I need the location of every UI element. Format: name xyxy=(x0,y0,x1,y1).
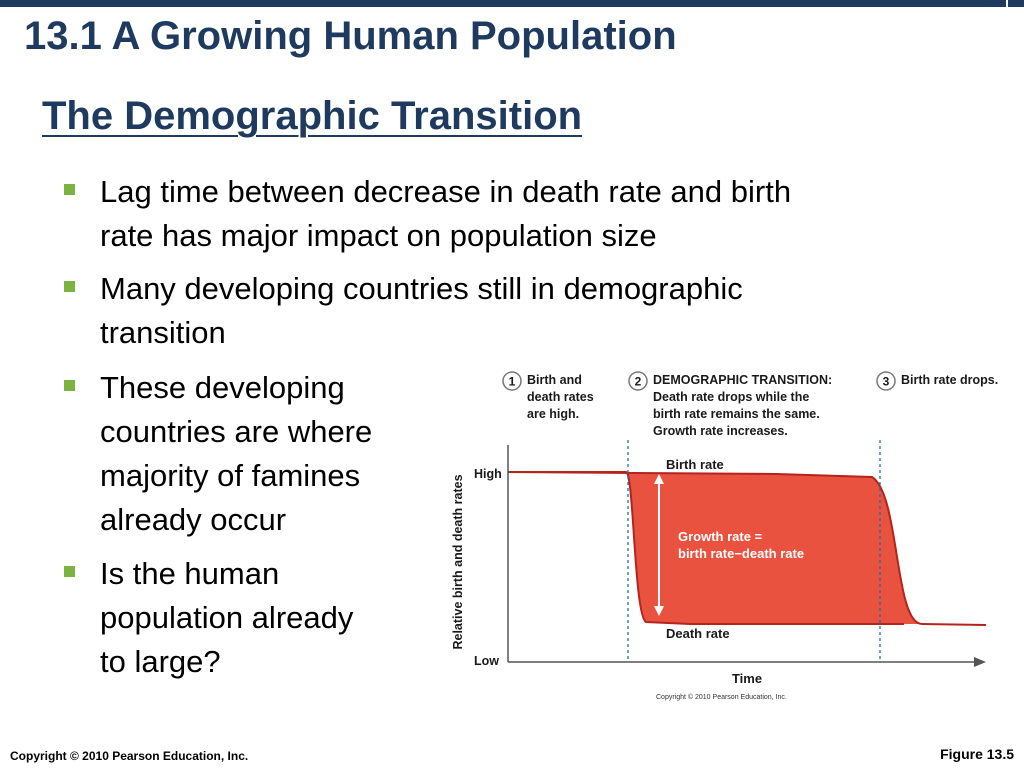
figure-number: Figure 13.5 xyxy=(940,746,1014,762)
bullet-square-icon xyxy=(64,184,75,195)
bullet-line: majority of famines xyxy=(100,458,361,493)
growth-rate-label: Growth rate = xyxy=(678,529,763,544)
birth-rate-label: Birth rate xyxy=(666,457,724,472)
bullet-line: Lag time between decrease in death rate … xyxy=(100,174,792,209)
stage-3-badge xyxy=(876,371,896,391)
high-label: High xyxy=(474,467,502,481)
stage-3-number: 3 xyxy=(883,375,890,389)
stage-1-line: are high. xyxy=(527,407,579,421)
bullet-line: countries are where xyxy=(100,414,373,449)
top-accent-bar xyxy=(0,0,1006,7)
low-label: Low xyxy=(474,654,499,668)
arrow-up-icon xyxy=(654,474,664,484)
bullet-line: These developing xyxy=(100,370,345,405)
bullet-square-icon xyxy=(64,566,75,577)
slide-title: 13.1 A Growing Human Population xyxy=(24,14,677,58)
stage-2-line: birth rate remains the same. xyxy=(653,407,820,421)
demographic-transition-figure: 1 Birth and death rates are high. 2 DEMO… xyxy=(451,371,998,701)
stage-2-line: DEMOGRAPHIC TRANSITION: xyxy=(653,373,832,387)
bullet-text: Is the human population already to large… xyxy=(100,552,353,684)
bullet-text: Many developing countries still in demog… xyxy=(100,267,743,355)
stage-2-number: 2 xyxy=(635,375,642,389)
birth-rate-line xyxy=(507,471,987,626)
arrow-down-icon xyxy=(654,606,664,616)
stage-3-line: Birth rate drops. xyxy=(901,373,998,387)
bullet-text: These developing countries are where maj… xyxy=(100,366,372,542)
footer-copyright: Copyright © 2010 Pearson Education, Inc. xyxy=(10,749,249,763)
top-accent-bar-end xyxy=(1008,0,1024,7)
growth-rate-area xyxy=(508,472,922,624)
stage-2-line: Death rate drops while the xyxy=(653,390,809,404)
bullet-line: population already xyxy=(100,600,354,635)
figure-copyright: Copyright © 2010 Pearson Education, Inc. xyxy=(656,693,787,701)
death-rate-label: Death rate xyxy=(666,626,730,641)
stage-1-line: death rates xyxy=(527,390,594,404)
y-axis-label: Relative birth and death rates xyxy=(451,474,465,649)
bullet-text: Lag time between decrease in death rate … xyxy=(100,170,791,258)
bullet-line: Is the human xyxy=(100,556,280,591)
stage-1-badge xyxy=(502,371,522,391)
stage-1-line: Birth and xyxy=(527,373,582,387)
bullet-line: Many developing countries still in demog… xyxy=(100,271,743,306)
bullet-line: already occur xyxy=(100,502,287,537)
stage-2-badge xyxy=(628,371,648,391)
bullet-line: rate has major impact on population size xyxy=(100,218,657,253)
bullet-square-icon xyxy=(64,380,75,391)
x-axis-label: Time xyxy=(732,671,762,686)
bullet-square-icon xyxy=(64,281,75,292)
growth-rate-label: birth rate−death rate xyxy=(678,546,804,561)
bullet-line: to large? xyxy=(100,644,221,679)
stage-2-line: Growth rate increases. xyxy=(653,424,788,438)
bullet-line: transition xyxy=(100,315,226,350)
stage-1-number: 1 xyxy=(509,375,516,389)
slide-subtitle: The Demographic Transition xyxy=(42,94,583,138)
death-rate-line xyxy=(508,471,904,625)
arrow-right-icon xyxy=(974,657,986,667)
